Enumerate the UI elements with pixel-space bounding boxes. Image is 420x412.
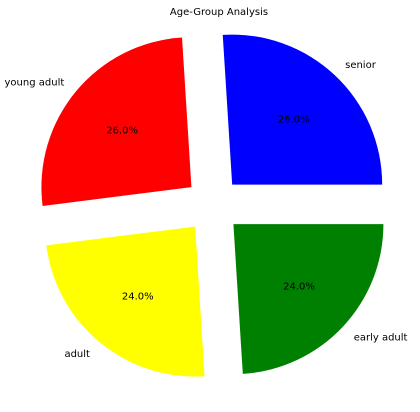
pct-label-early-adult: 24.0% — [283, 281, 315, 292]
pie-slice-senior — [222, 34, 383, 185]
pie-slice-young-adult — [41, 37, 192, 206]
slice-label-young-adult: young adult — [5, 77, 65, 88]
pct-label-senior: 26.0% — [278, 114, 310, 125]
slice-label-adult: adult — [64, 349, 90, 360]
pie-labels: 26.0% senior 26.0% young adult 24.0% adult 24.… — [5, 60, 408, 360]
pie-slice-adult — [46, 226, 205, 377]
chart-title: Age-Group Analysis — [170, 7, 268, 18]
pct-label-young-adult: 26.0% — [106, 125, 138, 136]
pct-label-adult: 24.0% — [122, 291, 154, 302]
pie-slices — [41, 34, 384, 377]
slice-label-early-adult: early adult — [354, 333, 408, 344]
slice-label-senior: senior — [345, 60, 377, 71]
pie-slice-early-adult — [233, 224, 384, 374]
